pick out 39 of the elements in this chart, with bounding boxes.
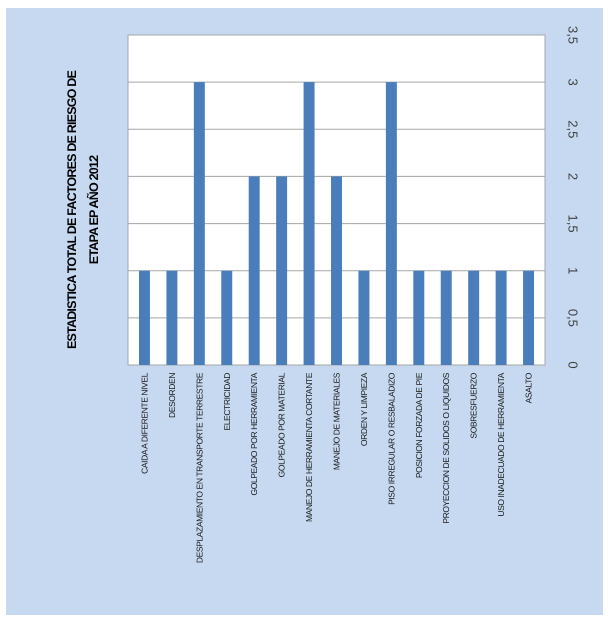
- x-tick-label: GOLPEADO POR HERRAMIENTA: [249, 372, 260, 496]
- bar: [358, 270, 370, 365]
- x-tick-label: GOLPEADO POR MATERIAL: [276, 372, 287, 478]
- y-tick-label: 1,5: [566, 214, 580, 233]
- bar: [221, 270, 232, 365]
- x-tick-label: ELECTRICIDAD: [222, 372, 232, 431]
- y-tick-label: 0: [566, 361, 580, 369]
- x-tick-label: SOBRESFUERZO: [468, 372, 479, 439]
- x-tick-label: DESPLAZAMIENTO EN TRANSPORTE TERRESTRE: [194, 372, 204, 564]
- y-tick-label: 2: [566, 172, 580, 180]
- x-tick-label: MANEJO DE HERRAMIENTA CORTANTE: [304, 372, 314, 522]
- x-tick-label: CAIDA A DIFERENTE NIVEL: [139, 372, 150, 474]
- text: ESTADISTICA TOTAL DE FACTORES DE RIESGO DE ETAPA EP AÑO 2012: [65, 70, 101, 350]
- bar: [523, 270, 534, 365]
- bar: [413, 270, 424, 365]
- bar: [194, 82, 205, 365]
- x-tick-label: ORDEN Y LIMPIEZA: [358, 372, 369, 446]
- x-tick-label: USO INADECUADO DE HERRAMIENTA: [496, 372, 506, 517]
- y-tick-label: 1: [566, 267, 580, 274]
- bar: [276, 176, 288, 365]
- y-tick-label: 3,5: [566, 26, 580, 44]
- x-tick-label: MANEJO DE MATERIALES: [332, 372, 342, 470]
- bar: [304, 82, 315, 365]
- bar: [331, 176, 342, 365]
- bar: [386, 82, 397, 365]
- x-tick-label: PISO IRREGULAR O RESBALADIZO: [386, 372, 396, 505]
- x-tick-label: PROYECCION DE SOLIDOS O LIQUIDOS: [441, 372, 452, 524]
- x-tick-label: DESORDEN: [166, 372, 177, 418]
- y-tick-label: 0,5: [566, 308, 580, 327]
- bar: [496, 270, 507, 365]
- bar: [248, 176, 260, 365]
- x-tick-label: ASALTO: [524, 372, 534, 404]
- y-tick-label: 3: [566, 78, 580, 86]
- x-tick-label: POSICION FORZADA DE PIE: [414, 372, 424, 478]
- y-tick-label: 2,5: [566, 120, 580, 138]
- bar: [138, 270, 150, 365]
- bar: [440, 270, 452, 365]
- bar: [166, 270, 178, 365]
- bar: [468, 270, 480, 365]
